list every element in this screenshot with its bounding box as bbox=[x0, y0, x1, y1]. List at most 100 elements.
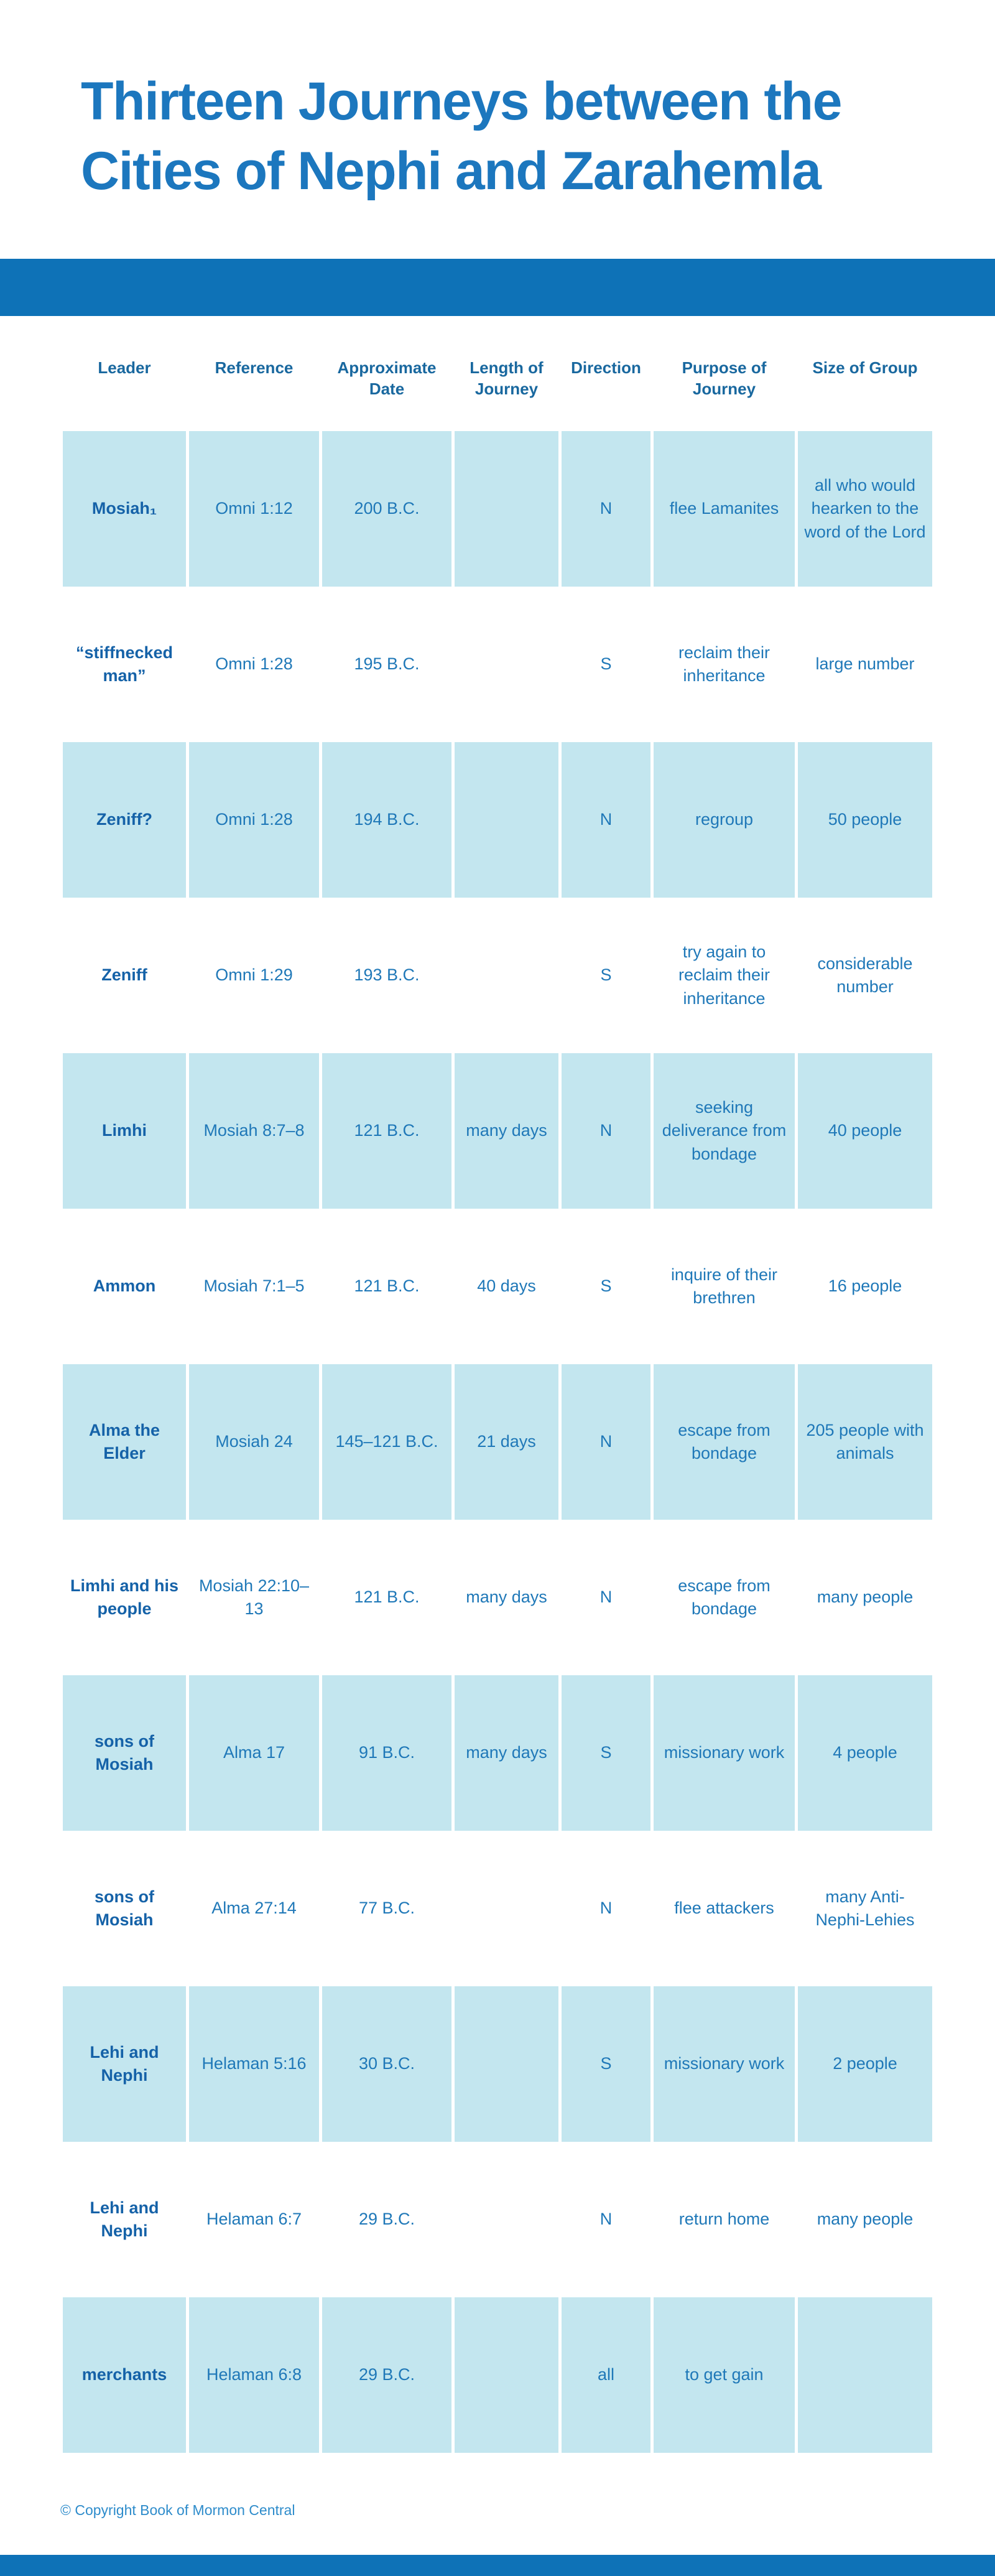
cell-reference: Alma 17 bbox=[189, 1675, 319, 1831]
cell-purpose-of-journey: missionary work bbox=[654, 1986, 795, 2142]
cell-approximate-date: 121 B.C. bbox=[354, 1276, 420, 1296]
column-header-size-of-group: Size of Group bbox=[812, 358, 918, 377]
cell-reference: Mosiah 8:7–8 bbox=[189, 1053, 319, 1209]
column-header-approximate-date: Approximate Date bbox=[337, 358, 437, 398]
cell-reference: Helaman 6:7 bbox=[206, 2210, 302, 2229]
cell-leader: Limhi bbox=[63, 1053, 186, 1209]
cell-leader: merchants bbox=[63, 2297, 186, 2453]
cell-leader: Zeniff bbox=[101, 965, 147, 985]
cell-purpose-of-journey: seeking deliverance from bondage bbox=[654, 1053, 795, 1209]
table-row: merchants Helaman 6:8 29 B.C. all to get gai… bbox=[63, 2297, 932, 2453]
page-title-line-1: Thirteen Journeys between the bbox=[81, 72, 842, 131]
cell-reference: Mosiah 24 bbox=[189, 1364, 319, 1520]
cell-direction: N bbox=[562, 431, 650, 587]
cell-leader: Lehi and Nephi bbox=[63, 1986, 186, 2142]
cell-approximate-date: 193 B.C. bbox=[354, 965, 420, 985]
cell-size-of-group: 4 people bbox=[798, 1675, 932, 1831]
cell-direction: N bbox=[599, 1899, 613, 1918]
cell-reference: Omni 1:12 bbox=[189, 431, 319, 587]
cell-leader: Mosiah₁ bbox=[63, 431, 186, 587]
column-header-reference: Reference bbox=[215, 358, 294, 377]
cell-direction: all bbox=[562, 2297, 650, 2453]
cell-reference: Alma 27:14 bbox=[211, 1899, 297, 1918]
cell-direction: S bbox=[600, 654, 612, 674]
cell-approximate-date: 29 B.C. bbox=[322, 2297, 451, 2453]
cell-size-of-group: 50 people bbox=[798, 742, 932, 898]
cell-approximate-date: 195 B.C. bbox=[354, 654, 420, 674]
cell-length-of-journey bbox=[455, 1831, 558, 1986]
cell-length-of-journey bbox=[455, 1986, 558, 2142]
cell-purpose-of-journey: flee Lamanites bbox=[654, 431, 795, 587]
cell-length-of-journey: 21 days bbox=[455, 1364, 558, 1520]
cell-length-of-journey bbox=[455, 742, 558, 898]
cell-size-of-group: 40 people bbox=[798, 1053, 932, 1209]
cell-approximate-date: 121 B.C. bbox=[322, 1053, 451, 1209]
table-row: Limhi and his people Mosiah 22:10–13 121 B… bbox=[63, 1520, 932, 1675]
cell-direction: S bbox=[562, 1986, 650, 2142]
cell-leader: Limhi and his people bbox=[70, 1576, 178, 1618]
cell-length-of-journey bbox=[455, 2142, 558, 2297]
cell-size-of-group: 205 people with animals bbox=[798, 1364, 932, 1520]
cell-direction: N bbox=[562, 1364, 650, 1520]
cell-approximate-date: 77 B.C. bbox=[358, 1899, 415, 1918]
cell-approximate-date: 121 B.C. bbox=[354, 1588, 420, 1607]
cell-length-of-journey bbox=[455, 587, 558, 742]
copyright-notice: © Copyright Book of Mormon Central bbox=[60, 2502, 295, 2518]
cell-size-of-group: all who would hearken to the word of the… bbox=[798, 431, 932, 587]
cell-direction: N bbox=[562, 1053, 650, 1209]
cell-reference: Helaman 5:16 bbox=[189, 1986, 319, 2142]
column-header-leader: Leader bbox=[98, 358, 151, 377]
cell-size-of-group: 16 people bbox=[828, 1276, 902, 1296]
cell-size-of-group bbox=[798, 2297, 932, 2453]
cell-leader: Lehi and Nephi bbox=[90, 2198, 159, 2240]
cell-length-of-journey: many days bbox=[466, 1588, 547, 1607]
column-header-purpose-of-journey: Purpose of Journey bbox=[682, 358, 767, 398]
cell-approximate-date: 200 B.C. bbox=[322, 431, 451, 587]
table-header-row: Leader Reference Approximate Date Length… bbox=[63, 358, 932, 400]
cell-reference: Mosiah 22:10–13 bbox=[198, 1576, 310, 1618]
bottom-divider-band bbox=[0, 2555, 995, 2576]
cell-approximate-date: 30 B.C. bbox=[322, 1986, 451, 2142]
cell-direction: S bbox=[600, 965, 612, 985]
column-header-direction: Direction bbox=[571, 358, 641, 377]
cell-reference: Helaman 6:8 bbox=[189, 2297, 319, 2453]
cell-length-of-journey: many days bbox=[455, 1675, 558, 1831]
cell-size-of-group: many people bbox=[817, 1588, 914, 1607]
cell-direction: N bbox=[562, 742, 650, 898]
cell-purpose-of-journey: flee attackers bbox=[674, 1899, 774, 1918]
cell-purpose-of-journey: escape from bondage bbox=[654, 1364, 795, 1520]
cell-purpose-of-journey: regroup bbox=[654, 742, 795, 898]
cell-length-of-journey: many days bbox=[455, 1053, 558, 1209]
cell-direction: N bbox=[599, 1588, 613, 1607]
cell-purpose-of-journey: missionary work bbox=[654, 1675, 795, 1831]
cell-reference: Omni 1:28 bbox=[215, 654, 293, 674]
cell-reference: Omni 1:29 bbox=[215, 965, 293, 985]
cell-purpose-of-journey: escape from bondage bbox=[678, 1576, 771, 1618]
cell-size-of-group: large number bbox=[815, 654, 915, 674]
top-divider-band bbox=[0, 259, 995, 316]
cell-direction: N bbox=[599, 2210, 613, 2229]
cell-reference: Mosiah 7:1–5 bbox=[203, 1276, 305, 1296]
cell-purpose-of-journey: reclaim their inheritance bbox=[678, 643, 771, 685]
cell-approximate-date: 29 B.C. bbox=[358, 2210, 415, 2229]
cell-leader: “stiffnecked man” bbox=[75, 643, 174, 685]
cell-size-of-group: many people bbox=[817, 2210, 914, 2229]
page-title: Thirteen Journeys between the Cities of … bbox=[81, 67, 951, 207]
cell-leader: sons of Mosiah bbox=[94, 1887, 154, 1929]
cell-reference: Omni 1:28 bbox=[189, 742, 319, 898]
cell-purpose-of-journey: to get gain bbox=[654, 2297, 795, 2453]
cell-leader: sons of Mosiah bbox=[63, 1675, 186, 1831]
cell-approximate-date: 145–121 B.C. bbox=[322, 1364, 451, 1520]
cell-leader: Ammon bbox=[93, 1276, 156, 1296]
